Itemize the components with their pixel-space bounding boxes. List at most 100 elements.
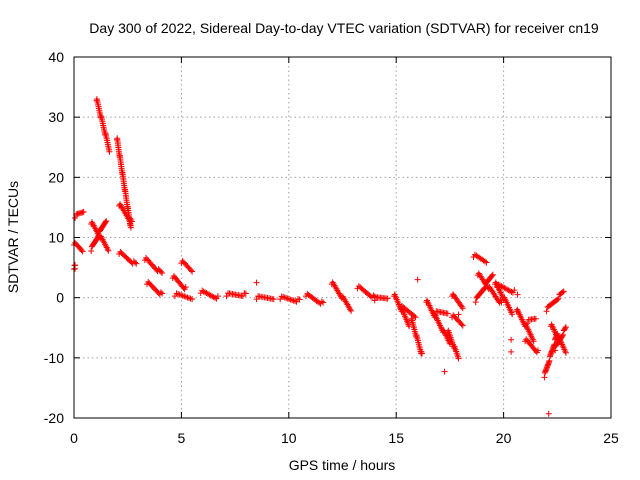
y-tick-label: 40 xyxy=(48,49,64,65)
data-point xyxy=(132,259,139,266)
data-point xyxy=(278,293,285,300)
data-point xyxy=(284,295,291,302)
x-tick-label: 5 xyxy=(178,430,186,446)
data-point xyxy=(286,296,293,303)
data-point xyxy=(532,315,539,322)
x-tick-label: 25 xyxy=(603,430,619,446)
data-point xyxy=(562,325,569,332)
data-point xyxy=(157,289,164,296)
x-axis-label: GPS time / hours xyxy=(289,457,396,473)
data-point xyxy=(455,355,462,362)
data-point xyxy=(318,298,325,305)
y-axis-label: SDTVAR / TECUs xyxy=(5,181,21,293)
data-point xyxy=(444,310,451,317)
data-point xyxy=(511,287,518,294)
data-point xyxy=(187,267,194,274)
data-point xyxy=(441,368,448,375)
data-point xyxy=(239,293,246,300)
data-point xyxy=(290,297,297,304)
data-point xyxy=(103,217,110,224)
data-point xyxy=(88,248,95,255)
data-point xyxy=(559,289,566,296)
data-point xyxy=(72,214,79,221)
data-point xyxy=(320,299,327,306)
data-point xyxy=(534,347,541,354)
data-point xyxy=(455,311,462,318)
data-point xyxy=(489,271,496,278)
data-point xyxy=(483,259,490,266)
x-tick-label: 0 xyxy=(70,430,78,446)
data-point xyxy=(127,224,134,231)
data-point xyxy=(371,297,378,304)
data-point xyxy=(458,303,465,310)
data-point xyxy=(287,296,294,303)
data-points xyxy=(71,96,569,417)
y-tick-label: 10 xyxy=(48,230,64,246)
data-point xyxy=(414,276,421,283)
data-point xyxy=(560,331,567,338)
data-point xyxy=(508,336,515,343)
chart-title: Day 300 of 2022, Sidereal Day-to-day VTE… xyxy=(89,20,599,36)
data-point xyxy=(253,279,260,286)
data-point xyxy=(412,314,419,321)
x-tick-label: 10 xyxy=(281,430,297,446)
x-tick-label: 20 xyxy=(496,430,512,446)
data-point xyxy=(458,321,465,328)
data-point xyxy=(555,295,562,302)
data-point xyxy=(489,272,496,279)
data-point xyxy=(102,219,109,226)
data-point xyxy=(106,148,113,155)
grid xyxy=(74,57,611,418)
data-point xyxy=(384,295,391,302)
data-point xyxy=(431,311,438,318)
data-point xyxy=(562,349,569,356)
data-point xyxy=(543,308,550,315)
data-point xyxy=(242,290,249,297)
data-point xyxy=(560,288,567,295)
data-point xyxy=(562,324,569,331)
data-point xyxy=(128,218,135,225)
data-point xyxy=(524,320,531,327)
y-tick-label: 20 xyxy=(48,169,64,185)
data-point xyxy=(80,208,87,215)
plot-frame xyxy=(73,56,612,419)
data-point xyxy=(280,293,287,300)
x-tick-label: 15 xyxy=(388,430,404,446)
data-point xyxy=(508,348,515,355)
data-point xyxy=(289,297,296,304)
axis-ticks: 0 5 10 15 20 25 -20 -10 0 10 20 30 40 xyxy=(44,49,619,446)
y-tick-label: 0 xyxy=(56,290,64,306)
data-point xyxy=(79,248,86,255)
data-point xyxy=(281,294,288,301)
data-point xyxy=(552,347,559,354)
data-point xyxy=(559,332,566,339)
data-point xyxy=(213,295,220,302)
data-point xyxy=(295,295,302,302)
data-point xyxy=(418,350,425,357)
data-point xyxy=(78,247,85,254)
data-point xyxy=(283,294,290,301)
data-point xyxy=(182,284,189,291)
data-point xyxy=(545,410,552,417)
data-point xyxy=(348,307,355,314)
data-point xyxy=(105,247,112,254)
data-point xyxy=(498,299,505,306)
y-tick-label: -10 xyxy=(44,350,64,366)
data-point xyxy=(223,293,230,300)
data-point xyxy=(189,296,196,303)
data-point xyxy=(472,299,479,306)
data-point xyxy=(530,338,537,345)
data-point xyxy=(481,258,488,265)
data-point xyxy=(214,293,221,300)
data-point xyxy=(159,269,166,276)
data-point xyxy=(459,322,466,329)
data-point xyxy=(514,291,521,298)
y-tick-label: -20 xyxy=(44,410,64,426)
data-point xyxy=(189,268,196,275)
data-point xyxy=(157,268,164,275)
data-point xyxy=(72,265,79,272)
data-point xyxy=(270,296,277,303)
data-point xyxy=(554,296,561,303)
data-point xyxy=(459,305,466,312)
